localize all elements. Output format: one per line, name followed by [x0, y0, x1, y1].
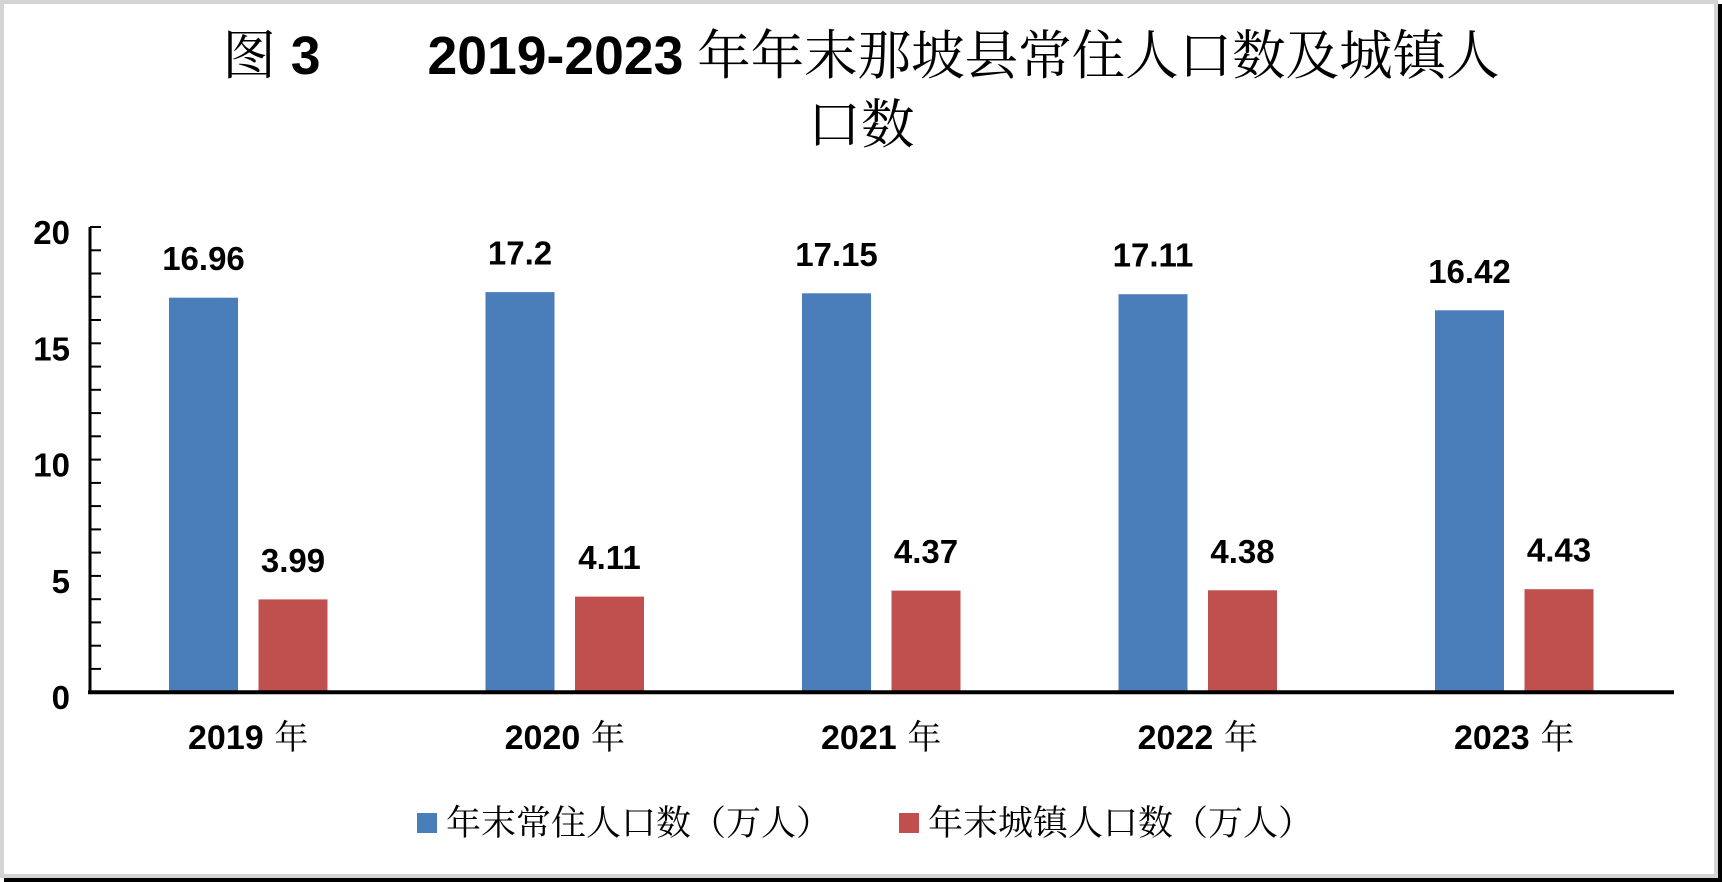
svg-text:2023 年: 2023 年 [1454, 710, 1574, 759]
svg-text:2022 年: 2022 年 [1138, 710, 1258, 759]
svg-text:5: 5 [52, 563, 70, 600]
svg-text:16.42: 16.42 [1428, 253, 1511, 290]
svg-text:17.2: 17.2 [488, 235, 552, 272]
svg-text:20: 20 [33, 214, 70, 251]
svg-text:2019 年: 2019 年 [188, 710, 308, 759]
svg-text:15: 15 [33, 330, 70, 367]
svg-text:2020 年: 2020 年 [505, 710, 625, 759]
svg-text:2021 年: 2021 年 [821, 710, 941, 759]
svg-text:17.11: 17.11 [1113, 237, 1194, 274]
svg-text:4.11: 4.11 [578, 539, 640, 576]
svg-text:17.15: 17.15 [795, 236, 878, 273]
svg-text:4.38: 4.38 [1210, 533, 1274, 570]
svg-text:0: 0 [52, 679, 70, 716]
svg-text:4.43: 4.43 [1527, 532, 1591, 569]
svg-text:3.99: 3.99 [261, 542, 325, 579]
svg-text:16.96: 16.96 [162, 240, 245, 277]
svg-text:4.37: 4.37 [894, 533, 958, 570]
svg-text:10: 10 [33, 447, 70, 484]
